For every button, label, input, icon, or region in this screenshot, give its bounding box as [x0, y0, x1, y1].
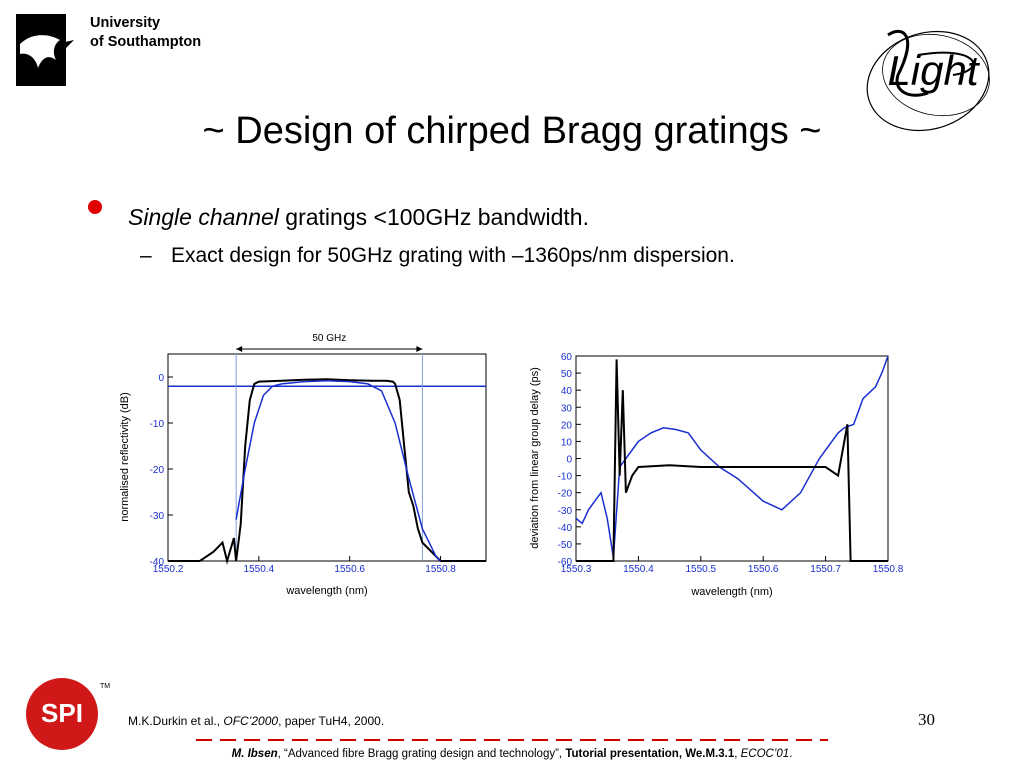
- y-tick-label: 20: [561, 420, 573, 431]
- university-name: University of Southampton: [90, 14, 201, 52]
- university-line1: University: [90, 15, 161, 31]
- x-tick-label: 1550.5: [686, 564, 717, 575]
- x-tick-label: 1550.7: [810, 564, 841, 575]
- group-delay-chart: 1550.3 1550.4 1550.5 1550.6 1550.7 1550.8 60 50…: [529, 352, 904, 598]
- footer-session: Tutorial presentation, We.M.3.1: [565, 748, 735, 760]
- slide-title: ~ Design of chirped Bragg gratings ~: [202, 110, 822, 152]
- ref-conference: OFC’2000: [223, 714, 279, 728]
- reflectivity-chart: 1550.2 1550.4 1550.6 1550.8 0 -10 -20 -30 -40 50…: [119, 333, 487, 597]
- y-tick-label: -10: [150, 419, 165, 430]
- y-tick-label: -30: [558, 506, 573, 517]
- marks-group: [168, 346, 486, 565]
- y-tick-label: -50: [558, 540, 573, 551]
- marks-group: [575, 355, 889, 562]
- page-number: 30: [918, 710, 935, 729]
- y-axis-label: normalised reflectivity (dB): [119, 392, 131, 522]
- sub-bullet-dash: –: [140, 244, 152, 267]
- reference-citation: M.K.Durkin et al., OFC’2000, paper TuH4,…: [128, 714, 384, 728]
- y-tick-label: -40: [150, 557, 165, 568]
- y-tick-label: 40: [561, 386, 573, 397]
- footer-sep: ,: [734, 748, 741, 760]
- x-tick-label: 1550.6: [334, 564, 365, 575]
- spi-logo-text: SPI: [41, 698, 83, 728]
- y-tick-label: 60: [561, 352, 573, 363]
- bullet-italic-text: Single channel: [128, 204, 279, 230]
- ref-author: M.K.Durkin et al.,: [128, 714, 224, 728]
- bullet-text: gratings <100GHz bandwidth.: [278, 204, 589, 230]
- series-line-blue: [235, 379, 442, 562]
- annotation-arrow-right: [416, 346, 423, 352]
- y-tick-label: -30: [150, 511, 165, 522]
- sub-bullet-text: Exact design for 50GHz grating with –136…: [171, 244, 735, 267]
- light-logo-text: Light: [887, 47, 980, 94]
- university-line2: of Southampton: [90, 34, 202, 50]
- footer-talk: , “Advanced fibre Bragg grating design a…: [277, 748, 566, 760]
- x-tick-label: 1550.3: [561, 564, 592, 575]
- footer-credit: M. Ibsen, “Advanced fibre Bragg grating …: [0, 748, 1024, 760]
- light-logo: Light: [866, 29, 990, 132]
- y-tick-label: -20: [558, 489, 573, 500]
- y-tick-label: -40: [558, 523, 573, 534]
- x-tick-label: 1550.8: [425, 564, 456, 575]
- y-tick-label: -60: [558, 557, 573, 568]
- footer-divider: [196, 739, 828, 741]
- bullet-dot: [88, 200, 102, 214]
- annotation-50ghz: 50 GHz: [312, 333, 346, 344]
- y-axis-label: deviation from linear group delay (ps): [529, 367, 541, 549]
- bullet-item: Single channel gratings <100GHz bandwidt…: [128, 204, 589, 231]
- tick-group: 1550.2 1550.4 1550.6 1550.8 0 -10 -20 -30 -40: [150, 373, 457, 575]
- x-tick-label: 1550.4: [623, 564, 654, 575]
- y-tick-label: 0: [566, 455, 572, 466]
- tick-group: 1550.3 1550.4 1550.5 1550.6 1550.7 1550.8 60 50…: [558, 352, 904, 575]
- annotation-arrow-left: [236, 346, 243, 352]
- spi-logo: SPI TM: [26, 678, 110, 750]
- x-tick-label: 1550.4: [244, 564, 275, 575]
- ref-rest: , paper TuH4, 2000.: [278, 714, 385, 728]
- spi-tm: TM: [100, 683, 110, 690]
- footer-author: M. Ibsen: [231, 748, 278, 760]
- plot-area: [575, 355, 889, 562]
- x-tick-label: 1550.6: [748, 564, 779, 575]
- y-tick-label: 30: [561, 403, 573, 414]
- series-line-black: [576, 359, 888, 562]
- y-tick-label: 0: [158, 373, 164, 384]
- footer-end: .: [789, 748, 793, 760]
- footer-venue: ECOC’01: [740, 748, 790, 760]
- x-tick-label: 1550.8: [873, 564, 904, 575]
- plot-area: [167, 353, 487, 562]
- y-tick-label: -10: [558, 472, 573, 483]
- y-tick-label: 10: [561, 437, 573, 448]
- university-logo: [16, 14, 74, 86]
- y-tick-label: 50: [561, 369, 573, 380]
- y-tick-label: -20: [150, 465, 165, 476]
- x-tick-label: 1550.2: [153, 564, 184, 575]
- x-axis-label: wavelength (nm): [285, 585, 367, 597]
- series-line-blue: [575, 355, 889, 558]
- series-line-black: [168, 378, 486, 565]
- x-axis-label: wavelength (nm): [690, 586, 772, 598]
